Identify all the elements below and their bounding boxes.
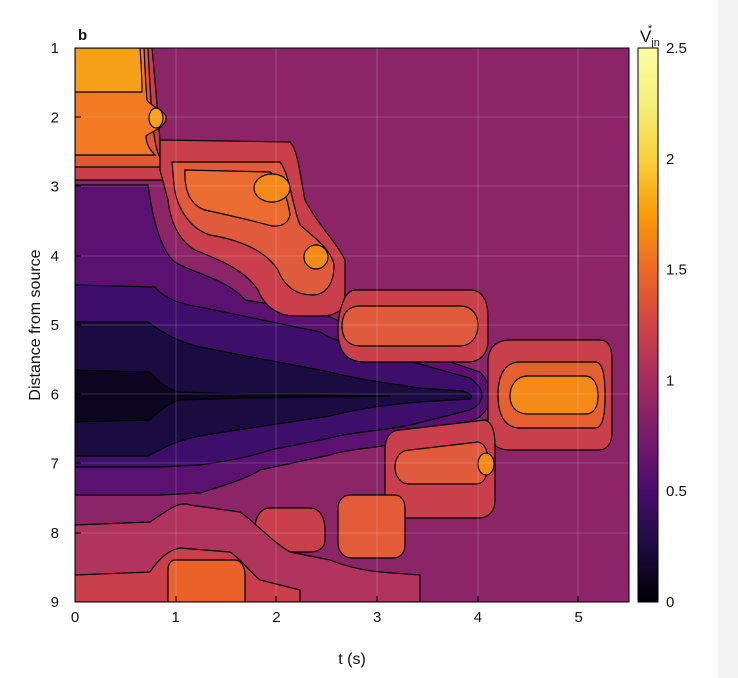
y-tick-label: 5 [51,317,59,334]
region-trough [75,321,473,457]
y-axis-label: Distance from source [27,249,44,400]
panel-label: b [78,27,87,44]
colorbar-tick-label: 1.5 [666,262,687,279]
region-blob-d8-fill [337,494,406,559]
peak-marker-d4 [303,244,329,270]
y-tick-label: 9 [51,594,59,611]
x-tick-label: 3 [373,609,381,626]
colorbar [637,47,659,603]
grid [75,48,629,602]
y-tick-label: 3 [51,179,59,196]
y-tick-label: 1 [51,40,59,57]
region-blob-d9 [167,559,246,602]
colorbar-tick-label: 2 [666,151,674,168]
tick-marks [74,47,579,603]
colorbar-tick-label: 1 [666,372,674,389]
colorbar-tick-label: 0 [666,594,674,611]
peak-marker-d2 [148,107,164,129]
colorbar-tick-labels: 0 0.5 1 1.5 2 2.5 [666,40,687,611]
y-tick-label: 2 [51,109,59,126]
x-tick-label: 2 [272,609,280,626]
region-front-d7-inner [394,441,489,485]
region-trough-core [75,369,391,423]
peak-marker-d7 [477,452,495,476]
y-tick-label: 8 [51,525,59,542]
x-tick-label: 4 [474,609,482,626]
x-tick-label: 1 [172,609,180,626]
y-tick-labels: 1 2 3 4 5 6 7 8 9 [51,40,59,611]
colorbar-tick-label: 2.5 [666,40,687,57]
y-tick-label: 4 [51,248,59,265]
peak-marker-d3 [253,173,291,203]
colorbar-title: Vjn* [640,23,660,49]
x-tick-labels: 0 1 2 3 4 5 [71,609,583,626]
y-tick-label: 6 [51,386,59,403]
x-tick-label: 5 [574,609,582,626]
region-source-peak [75,48,143,93]
colorbar-tick-label: 0.5 [666,483,687,500]
x-tick-label: 0 [71,609,79,626]
region-front-d6-inner [509,375,599,415]
page-edge-strip [718,0,738,678]
y-tick-label: 7 [51,456,59,473]
x-axis-label: t (s) [338,651,366,668]
region-front-d5-inner [341,305,479,347]
